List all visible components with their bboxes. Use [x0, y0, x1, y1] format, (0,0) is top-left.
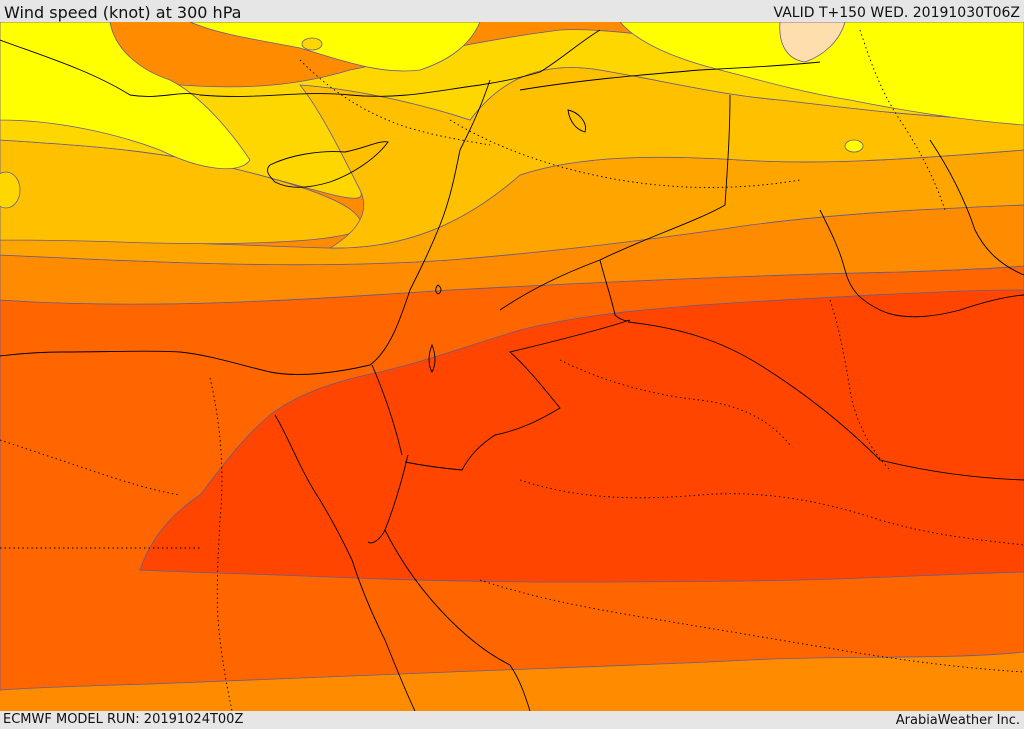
coast-deadsea: [428, 343, 436, 373]
coast-gulf-north: [929, 139, 1024, 276]
border-syria-iraq: [519, 61, 821, 91]
coast-galilee: [435, 284, 442, 295]
border-egypt-israel: [371, 364, 403, 456]
header-bar: Wind speed (knot) at 300 hPa VALID T+150…: [0, 0, 1024, 22]
wind-speed-map: [0, 22, 1024, 711]
coast-levant: [0, 79, 491, 375]
admin-egypt-vertical: [209, 377, 233, 711]
admin-saudi-3: [479, 579, 1024, 673]
footer-bar: ECMWF MODEL RUN: 20191024T00Z ArabiaWeat…: [0, 711, 1024, 729]
band-yellow-north: [189, 22, 481, 72]
band-yellow-nw: [0, 22, 251, 170]
admin-saudi-east: [829, 299, 891, 471]
band-yellow-patch: [844, 139, 864, 153]
model-run: ECMWF MODEL RUN: 20191024T00Z: [3, 712, 244, 727]
coast-aqaba: [367, 454, 409, 544]
coastlines: [0, 29, 1024, 711]
admin-iran: [859, 29, 946, 211]
coast-redsea: [384, 529, 531, 711]
country-borders: [371, 61, 1024, 481]
band-yellow-ne: [619, 22, 1024, 126]
border-saudi-iraq-kuwait: [627, 321, 1024, 481]
coast-cyprus: [267, 141, 389, 188]
band-red-jet: [139, 289, 1024, 583]
map-canvas: [0, 22, 1024, 711]
admin-saudi-2: [519, 479, 1024, 546]
coast-turkey: [0, 29, 601, 97]
coast-lake: [567, 109, 586, 133]
map-title: Wind speed (knot) at 300 hPa: [4, 3, 242, 22]
band-yellow-west: [0, 171, 21, 209]
admin-borders: [0, 29, 1024, 711]
coast-suez: [274, 414, 416, 711]
band-peach: [779, 22, 846, 63]
band-gold-patch: [301, 37, 323, 51]
admin-west: [0, 439, 181, 496]
credit: ArabiaWeather Inc.: [895, 713, 1020, 728]
admin-iraq-1: [449, 119, 801, 188]
valid-time: VALID T+150 WED. 20191030T06Z: [773, 5, 1020, 21]
border-jordan: [404, 259, 631, 471]
coast-gulf: [819, 209, 1024, 318]
border-iraq-saudi: [499, 94, 731, 311]
